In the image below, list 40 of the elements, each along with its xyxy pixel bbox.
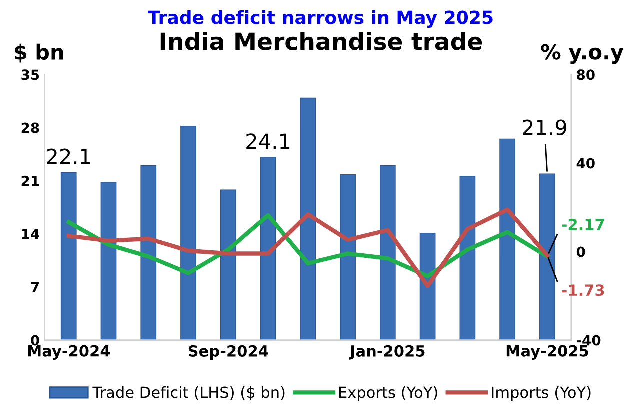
y-tick-label: 7 — [31, 282, 39, 292]
y2-tick-label: 40 — [576, 158, 595, 169]
y-tick-label: 28 — [22, 122, 40, 134]
legend-label: Exports (YoY) — [339, 386, 438, 402]
y-tick-label: 21 — [22, 176, 40, 186]
y2-tick-label: 0 — [576, 246, 586, 258]
bar — [460, 176, 476, 340]
y-tick-label: 0 — [31, 335, 40, 346]
line-series — [66, 208, 550, 288]
bar — [60, 172, 77, 340]
bar — [540, 174, 556, 340]
legend-label: Imports (YoY) — [492, 386, 591, 402]
x-tick-label: May-2025 — [506, 345, 588, 360]
y2-tick-label: -40 — [576, 335, 601, 346]
data-label: 24.1 — [246, 134, 290, 150]
data-label: 22.1 — [47, 148, 90, 164]
bar — [380, 165, 396, 340]
data-label: -2.17 — [562, 218, 604, 230]
bar — [100, 182, 117, 340]
bar — [180, 126, 196, 340]
bar — [140, 165, 157, 340]
x-tick-label: May-2024 — [28, 345, 110, 360]
y-tick-label: 14 — [22, 229, 40, 240]
legend-label: Trade Deficit (LHS) ($ bn) — [92, 386, 285, 400]
x-tick-label: Jan-2025 — [349, 345, 425, 360]
y-axis-title: $ bn — [14, 44, 64, 63]
chart-subtitle: India Merchandise trade — [160, 32, 482, 50]
data-label: 21.9 — [523, 120, 566, 136]
bar — [500, 138, 516, 340]
line-series — [66, 213, 550, 278]
y2-axis-title: % y.o.y — [541, 44, 624, 64]
bar — [220, 190, 236, 340]
bar — [260, 157, 276, 340]
chart-title: Trade deficit narrows in May 2025 — [148, 10, 493, 28]
bar — [300, 98, 316, 340]
bar — [340, 174, 356, 340]
y2-tick-label: 80 — [577, 70, 595, 80]
x-tick-label: Sep-2024 — [188, 345, 268, 360]
data-label: -1.73 — [562, 284, 604, 296]
y-tick-label: 35 — [22, 70, 40, 80]
